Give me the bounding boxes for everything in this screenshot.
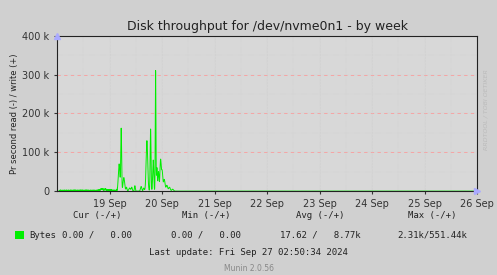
Text: Avg (-/+): Avg (-/+) [296,211,345,220]
Text: Max (-/+): Max (-/+) [408,211,457,220]
Text: 0.00 /   0.00: 0.00 / 0.00 [171,231,241,240]
Title: Disk throughput for /dev/nvme0n1 - by week: Disk throughput for /dev/nvme0n1 - by we… [127,20,408,33]
Text: Min (-/+): Min (-/+) [182,211,231,220]
Text: RRDTOOL / TOBI OETIKER: RRDTOOL / TOBI OETIKER [484,70,489,150]
Text: Cur (-/+): Cur (-/+) [73,211,121,220]
Text: Bytes: Bytes [29,231,56,240]
Text: Last update: Fri Sep 27 02:50:34 2024: Last update: Fri Sep 27 02:50:34 2024 [149,248,348,257]
Text: Munin 2.0.56: Munin 2.0.56 [224,265,273,273]
Text: 2.31k/551.44k: 2.31k/551.44k [398,231,467,240]
Text: 0.00 /   0.00: 0.00 / 0.00 [62,231,132,240]
Text: 17.62 /   8.77k: 17.62 / 8.77k [280,231,361,240]
Y-axis label: Pr second read (-) / write (+): Pr second read (-) / write (+) [10,53,19,174]
